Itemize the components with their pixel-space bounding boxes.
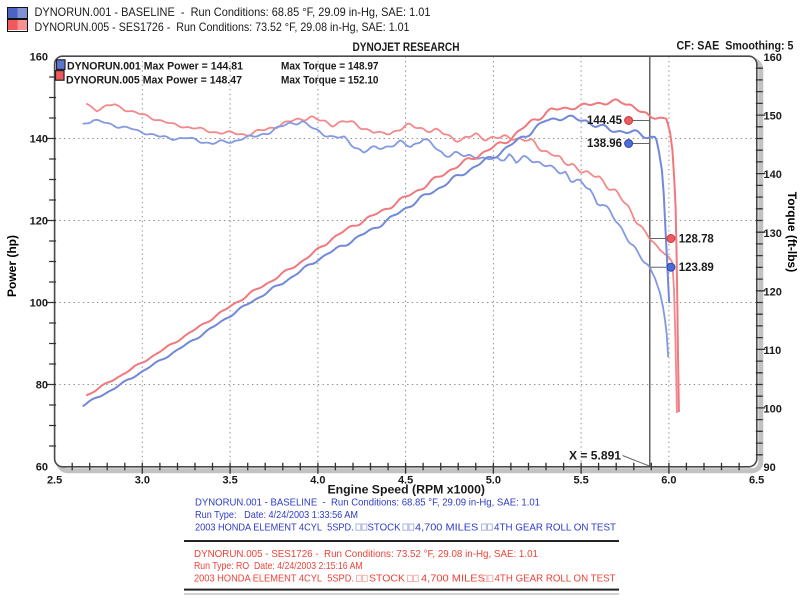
svg-text:DYNORUN.005 - SES1726 - Run C: DYNORUN.005 - SES1726 - Run Conditions: …	[35, 20, 410, 34]
svg-text:144.45: 144.45	[587, 113, 622, 127]
svg-text:4,700 MILES: 4,700 MILES	[421, 573, 485, 585]
svg-text:X = 5.891: X = 5.891	[569, 448, 621, 462]
svg-text:Power (hp): Power (hp)	[5, 235, 19, 297]
svg-text:160: 160	[30, 52, 48, 64]
svg-text:4.5: 4.5	[398, 474, 413, 486]
svg-text:4,700 MILES: 4,700 MILES	[415, 521, 478, 533]
svg-text:5.5: 5.5	[573, 474, 588, 486]
svg-text:140: 140	[30, 134, 48, 146]
svg-text:Max Torque = 152.10: Max Torque = 152.10	[281, 74, 379, 86]
svg-text:123.89: 123.89	[679, 260, 714, 274]
svg-text:100: 100	[764, 404, 782, 416]
svg-text:128.78: 128.78	[679, 232, 714, 246]
svg-text:138.96: 138.96	[587, 136, 622, 150]
svg-text:Run Type: Date: 4/24/2003 1:: Run Type: Date: 4/24/2003 1:33:56 AM	[195, 509, 358, 521]
svg-text:6.5: 6.5	[749, 474, 764, 486]
svg-text:DYNORUN.001 - BASELINE - Run: DYNORUN.001 - BASELINE - Run Conditions:…	[195, 497, 540, 509]
svg-text:Torque (ft-lbs): Torque (ft-lbs)	[785, 192, 799, 272]
svg-text:Engine Speed (RPM x1000): Engine Speed (RPM x1000)	[328, 483, 486, 497]
svg-text:100: 100	[30, 298, 48, 310]
svg-text:STOCK: STOCK	[368, 521, 401, 533]
svg-text:60: 60	[36, 462, 48, 474]
svg-text:DYNORUN.001 Max Power = 144.81: DYNORUN.001 Max Power = 144.81	[67, 60, 243, 72]
svg-text:4TH GEAR ROLL ON TEST: 4TH GEAR ROLL ON TEST	[494, 521, 617, 533]
svg-text:80: 80	[36, 380, 48, 392]
svg-text:150: 150	[764, 111, 782, 123]
svg-text:2003 HONDA ELEMENT 4CYL 5SPD.: 2003 HONDA ELEMENT 4CYL 5SPD.	[195, 521, 354, 533]
svg-text:3.0: 3.0	[135, 474, 150, 486]
svg-text:STOCK: STOCK	[369, 573, 405, 585]
svg-text:5.0: 5.0	[486, 474, 501, 486]
svg-text:DYNORUN.005 - SES1726 - Run C: DYNORUN.005 - SES1726 - Run Conditions: …	[194, 548, 538, 560]
svg-text:Max Torque = 148.97: Max Torque = 148.97	[281, 60, 379, 72]
svg-text:110: 110	[764, 345, 782, 357]
svg-text:4TH GEAR ROLL ON TEST: 4TH GEAR ROLL ON TEST	[495, 573, 617, 585]
svg-text:CF: SAE Smoothing: 5: CF: SAE Smoothing: 5	[677, 41, 795, 53]
svg-text:130: 130	[764, 228, 782, 240]
svg-text:4.0: 4.0	[310, 474, 325, 486]
svg-text:160: 160	[764, 52, 782, 64]
svg-text:2003 HONDA ELEMENT 4CYL 5SPD.: 2003 HONDA ELEMENT 4CYL 5SPD.	[194, 573, 354, 585]
svg-text:2.5: 2.5	[47, 474, 62, 486]
svg-text:DYNORUN.001 - BASELINE - Run: DYNORUN.001 - BASELINE - Run Conditions:…	[35, 5, 431, 19]
svg-text:DYNORUN.005 Max Power = 148.47: DYNORUN.005 Max Power = 148.47	[66, 74, 242, 86]
svg-text:120: 120	[30, 216, 48, 228]
svg-text:Run Type: RO Date: 4/24/2003: Run Type: RO Date: 4/24/2003 2:15:16 AM	[194, 560, 363, 572]
svg-text:DYNOJET RESEARCH: DYNOJET RESEARCH	[353, 42, 460, 54]
svg-text:90: 90	[764, 462, 776, 474]
svg-text:140: 140	[764, 169, 782, 181]
svg-text:120: 120	[764, 286, 782, 298]
svg-text:3.5: 3.5	[222, 474, 237, 486]
svg-text:6.0: 6.0	[661, 474, 676, 486]
